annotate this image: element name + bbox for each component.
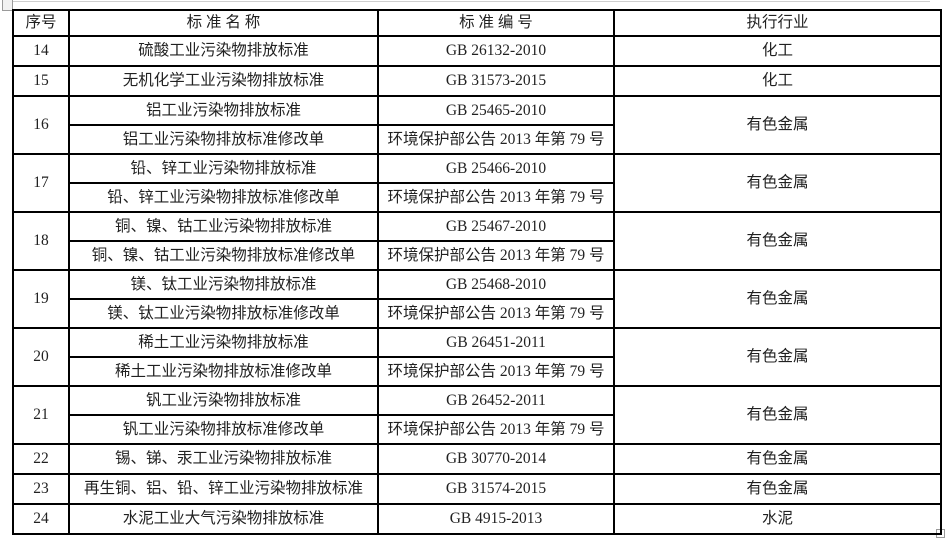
cell-standard-code: GB 26451-2011 — [377, 327, 615, 358]
cell-standard-code: GB 25466-2010 — [377, 153, 615, 184]
header-row: 序号 标 准 名 称 标 准 编 号 执行行业 — [12, 9, 942, 37]
cell-serial: 19 — [12, 269, 70, 329]
cell-standard-code: GB 25467-2010 — [377, 211, 615, 242]
cell-standard-code: GB 31574-2015 — [377, 473, 615, 505]
cell-serial: 15 — [12, 65, 70, 97]
cell-serial: 17 — [12, 153, 70, 213]
cell-industry: 化工 — [613, 65, 942, 97]
cell-standard-code: GB 26452-2011 — [377, 385, 615, 416]
table-subrow: 稀土工业污染物排放标准修改单 环境保护部公告 2013 年第 79 号 — [13, 356, 941, 387]
cell-serial: 24 — [12, 503, 70, 535]
table-row: 18 铜、镍、钴工业污染物排放标准 GB 25467-2010 有色金属 — [12, 211, 942, 271]
table-row: 23 再生铜、铝、铅、锌工业污染物排放标准 GB 31574-2015 有色金属 — [12, 473, 942, 505]
cell-standard-name: 铝工业污染物排放标准 — [68, 95, 379, 126]
cell-industry: 化工 — [613, 35, 942, 67]
cell-standard-code: 环境保护部公告 2013 年第 79 号 — [377, 182, 615, 213]
standards-table-wrap: 序号 标 准 名 称 标 准 编 号 执行行业 14 硫酸工业污染物排放标准 G… — [12, 9, 942, 535]
cell-industry: 有色金属 — [613, 385, 942, 445]
cell-standard-code: 环境保护部公告 2013 年第 79 号 — [377, 240, 615, 271]
cell-standard-name: 钒工业污染物排放标准 — [68, 385, 379, 416]
cell-industry: 有色金属 — [613, 473, 942, 505]
cell-industry: 有色金属 — [613, 443, 942, 475]
cell-standard-code: GB 26132-2010 — [377, 35, 615, 67]
table-row: 19 镁、钛工业污染物排放标准 GB 25468-2010 有色金属 — [12, 269, 942, 329]
table-subrow: 镁、钛工业污染物排放标准修改单 环境保护部公告 2013 年第 79 号 — [13, 298, 941, 329]
table-subrow: 铜、镍、钴工业污染物排放标准修改单 环境保护部公告 2013 年第 79 号 — [13, 240, 941, 271]
cell-standard-name: 铜、镍、钴工业污染物排放标准 — [68, 211, 379, 242]
cell-standard-name: 铅、锌工业污染物排放标准修改单 — [68, 182, 379, 213]
table-row: 17 铅、锌工业污染物排放标准 GB 25466-2010 有色金属 — [12, 153, 942, 213]
table-row: 20 稀土工业污染物排放标准 GB 26451-2011 有色金属 — [12, 327, 942, 387]
cell-standard-name: 钒工业污染物排放标准修改单 — [68, 414, 379, 445]
cell-standard-name: 镁、钛工业污染物排放标准 — [68, 269, 379, 300]
cell-standard-name: 稀土工业污染物排放标准 — [68, 327, 379, 358]
cell-industry: 有色金属 — [613, 327, 942, 387]
cell-standard-code: 环境保护部公告 2013 年第 79 号 — [377, 124, 615, 155]
column-header-standard-name: 标 准 名 称 — [68, 9, 379, 37]
cell-serial: 18 — [12, 211, 70, 271]
cell-serial: 20 — [12, 327, 70, 387]
cell-industry: 有色金属 — [613, 153, 942, 213]
cell-industry: 有色金属 — [613, 269, 942, 329]
cell-industry: 有色金属 — [613, 211, 942, 271]
cell-serial: 21 — [12, 385, 70, 445]
column-header-standard-code: 标 准 编 号 — [377, 9, 615, 37]
table-subrow: 铝工业污染物排放标准修改单 环境保护部公告 2013 年第 79 号 — [13, 124, 941, 155]
cell-standard-name: 稀土工业污染物排放标准修改单 — [68, 356, 379, 387]
table-row: 16 铝工业污染物排放标准 GB 25465-2010 有色金属 — [12, 95, 942, 155]
column-header-industry: 执行行业 — [613, 9, 942, 37]
cell-standard-name: 水泥工业大气污染物排放标准 — [68, 503, 379, 535]
cell-serial: 22 — [12, 443, 70, 475]
table-subrow: 铅、锌工业污染物排放标准修改单 环境保护部公告 2013 年第 79 号 — [13, 182, 941, 213]
table-subrow: 钒工业污染物排放标准修改单 环境保护部公告 2013 年第 79 号 — [13, 414, 941, 445]
cell-standard-name: 铜、镍、钴工业污染物排放标准修改单 — [68, 240, 379, 271]
standards-table: 序号 标 准 名 称 标 准 编 号 执行行业 14 硫酸工业污染物排放标准 G… — [12, 9, 942, 535]
cell-industry: 有色金属 — [613, 95, 942, 155]
cell-standard-name: 无机化学工业污染物排放标准 — [68, 65, 379, 97]
cell-standard-name: 铝工业污染物排放标准修改单 — [68, 124, 379, 155]
cell-standard-name: 硫酸工业污染物排放标准 — [68, 35, 379, 67]
page-edge-line — [12, 1, 930, 2]
table-row: 24 水泥工业大气污染物排放标准 GB 4915-2013 水泥 — [12, 503, 942, 535]
cell-standard-code: GB 25465-2010 — [377, 95, 615, 126]
cell-standard-name: 铅、锌工业污染物排放标准 — [68, 153, 379, 184]
table-row: 21 钒工业污染物排放标准 GB 26452-2011 有色金属 — [12, 385, 942, 445]
cell-industry: 水泥 — [613, 503, 942, 535]
column-header-serial: 序号 — [12, 9, 70, 37]
cell-standard-name: 再生铜、铝、铅、锌工业污染物排放标准 — [68, 473, 379, 505]
cell-standard-name: 镁、钛工业污染物排放标准修改单 — [68, 298, 379, 329]
cell-standard-name: 锡、锑、汞工业污染物排放标准 — [68, 443, 379, 475]
table-move-handle[interactable] — [2, 0, 13, 11]
table-row: 14 硫酸工业污染物排放标准 GB 26132-2010 化工 — [12, 35, 942, 67]
cell-standard-code: GB 25468-2010 — [377, 269, 615, 300]
cell-serial: 23 — [12, 473, 70, 505]
cell-standard-code: GB 31573-2015 — [377, 65, 615, 97]
cell-serial: 16 — [12, 95, 70, 155]
table-row: 22 锡、锑、汞工业污染物排放标准 GB 30770-2014 有色金属 — [12, 443, 942, 475]
cell-standard-code: 环境保护部公告 2013 年第 79 号 — [377, 414, 615, 445]
cell-serial: 14 — [12, 35, 70, 67]
cell-standard-code: 环境保护部公告 2013 年第 79 号 — [377, 298, 615, 329]
cell-standard-code: GB 30770-2014 — [377, 443, 615, 475]
cell-standard-code: 环境保护部公告 2013 年第 79 号 — [377, 356, 615, 387]
cell-standard-code: GB 4915-2013 — [377, 503, 615, 535]
table-row: 15 无机化学工业污染物排放标准 GB 31573-2015 化工 — [12, 65, 942, 97]
